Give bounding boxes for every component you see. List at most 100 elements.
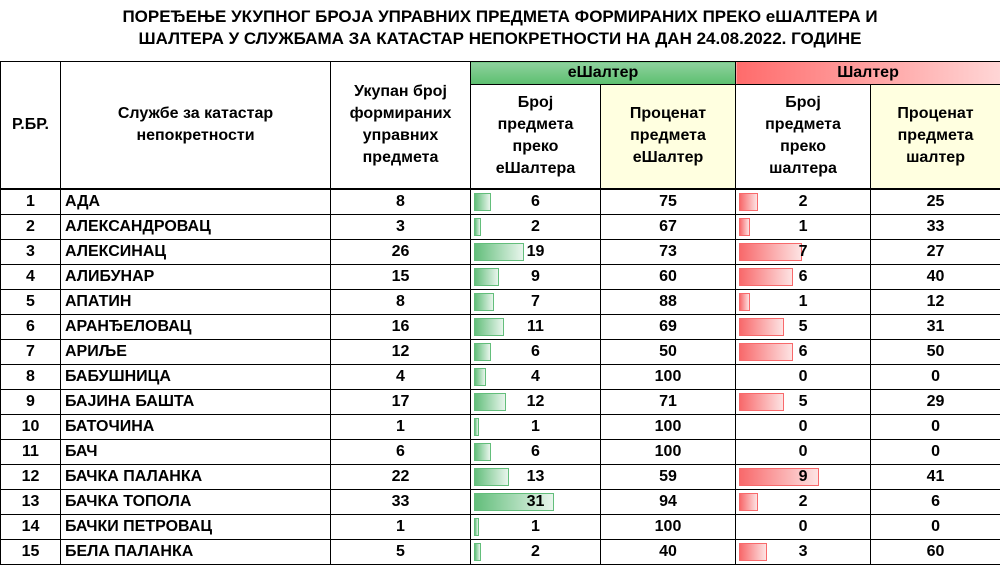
shalter-count: 7 [799,243,808,260]
eshalter-count: 9 [531,268,540,285]
eshalter-count-cell: 4 [471,364,601,389]
header-service: Службе за катастар непокретности [61,62,331,189]
eshalter-count-databar [474,193,491,211]
shalter-count-cell: 2 [736,489,871,514]
shalter-percent: 60 [871,539,1000,564]
service-name: БАЧКИ ПЕТРОВАЦ [61,514,331,539]
shalter-count-cell: 7 [736,239,871,264]
eshalter-count-cell: 2 [471,214,601,239]
total-count: 33 [331,489,471,514]
row-number: 3 [1,239,61,264]
shalter-count-cell: 0 [736,414,871,439]
shalter-count: 2 [799,493,808,510]
shalter-percent: 12 [871,289,1000,314]
eshalter-count-databar [474,518,479,536]
shalter-count-databar [739,318,784,336]
header-shalter-pct: Проценат предмета шалтер [871,85,1000,189]
total-count: 6 [331,439,471,464]
header-eshalter-group: еШалтер [471,62,736,85]
shalter-count-cell: 5 [736,389,871,414]
row-number: 5 [1,289,61,314]
eshalter-count-cell: 11 [471,314,601,339]
eshalter-percent: 100 [601,364,736,389]
shalter-percent: 0 [871,514,1000,539]
eshalter-count-databar [474,268,499,286]
eshalter-count: 6 [531,343,540,360]
eshalter-percent: 100 [601,414,736,439]
shalter-count-cell: 0 [736,439,871,464]
shalter-count-cell: 5 [736,314,871,339]
eshalter-count-cell: 6 [471,189,601,215]
header-eshalter-count: Број предмета преко еШалтера [471,85,601,189]
shalter-count-databar [739,493,758,511]
shalter-count-databar [739,543,767,561]
page-title: ПОРЕЂЕЊЕ УКУПНОГ БРОЈА УПРАВНИХ ПРЕДМЕТА… [0,0,1000,54]
title-line-1: ПОРЕЂЕЊЕ УКУПНОГ БРОЈА УПРАВНИХ ПРЕДМЕТА… [0,6,1000,28]
service-name: БАЈИНА БАШТА [61,389,331,414]
row-number: 13 [1,489,61,514]
service-name: АПАТИН [61,289,331,314]
eshalter-count-cell: 1 [471,414,601,439]
shalter-percent: 6 [871,489,1000,514]
eshalter-count-databar [474,418,479,436]
eshalter-count: 1 [531,418,540,435]
service-name: БАЧ [61,439,331,464]
service-name: АЛИБУНАР [61,264,331,289]
eshalter-percent: 71 [601,389,736,414]
eshalter-count-cell: 7 [471,289,601,314]
eshalter-count: 4 [531,368,540,385]
shalter-percent: 33 [871,214,1000,239]
eshalter-count-databar [474,218,481,236]
shalter-count: 6 [799,268,808,285]
shalter-percent: 0 [871,414,1000,439]
eshalter-count: 19 [527,243,545,260]
eshalter-count: 11 [527,318,544,335]
eshalter-percent: 100 [601,439,736,464]
shalter-count-cell: 6 [736,339,871,364]
header-shalter-group: Шалтер [736,62,1000,85]
shalter-percent: 0 [871,439,1000,464]
row-number: 7 [1,339,61,364]
shalter-count-cell: 6 [736,264,871,289]
eshalter-count: 6 [531,193,540,210]
total-count: 4 [331,364,471,389]
shalter-count: 3 [799,543,808,560]
service-name: АДА [61,189,331,215]
shalter-percent: 50 [871,339,1000,364]
row-number: 6 [1,314,61,339]
row-number: 11 [1,439,61,464]
eshalter-count-cell: 19 [471,239,601,264]
shalter-percent: 0 [871,364,1000,389]
eshalter-percent: 88 [601,289,736,314]
row-number: 9 [1,389,61,414]
eshalter-percent: 94 [601,489,736,514]
shalter-count-databar [739,293,750,311]
service-name: АЛЕКСАНДРОВАЦ [61,214,331,239]
header-shalter-count: Број предмета преко шалтера [736,85,871,189]
title-line-2: ШАЛТЕРА У СЛУЖБАМА ЗА КАТАСТАР НЕПОКРЕТН… [0,28,1000,50]
shalter-percent: 31 [871,314,1000,339]
shalter-count-databar [739,243,802,261]
shalter-percent: 25 [871,189,1000,215]
shalter-percent: 41 [871,464,1000,489]
eshalter-count-databar [474,318,504,336]
total-count: 12 [331,339,471,364]
row-number: 12 [1,464,61,489]
shalter-count-databar [739,193,758,211]
eshalter-percent: 73 [601,239,736,264]
row-number: 1 [1,189,61,215]
comparison-table: Р.БР. Службе за катастар непокретности У… [0,61,1000,565]
shalter-count: 5 [799,393,808,410]
header-rb: Р.БР. [1,62,61,189]
total-count: 5 [331,539,471,564]
